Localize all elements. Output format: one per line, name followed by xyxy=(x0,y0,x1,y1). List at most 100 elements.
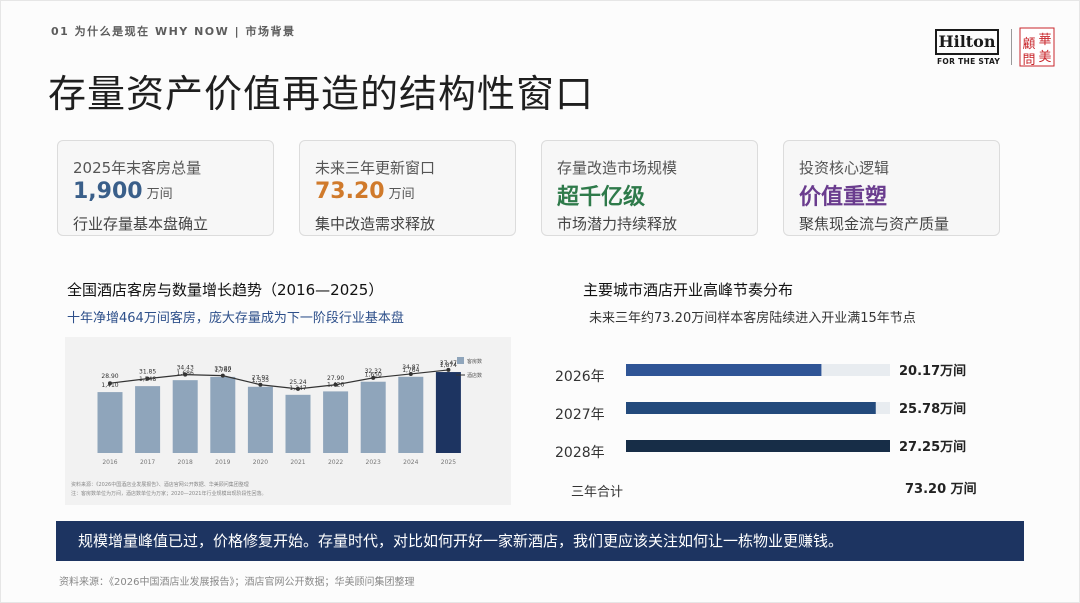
hotel-label-2022: 27.90 xyxy=(327,375,344,382)
hotel-label-2019: 33.80 xyxy=(214,366,231,373)
bar-rooms-2021 xyxy=(285,394,311,453)
hotel-point-2023 xyxy=(371,375,376,380)
bar-rooms-2018 xyxy=(172,380,198,453)
chart-note-source: 资料来源：《2026中国酒店业发展报告》、酒店官网公开数据、华美顾问集团整理 xyxy=(71,481,249,488)
kpi-value: 73.20 万间 xyxy=(315,179,415,204)
hotel-point-2022 xyxy=(333,382,338,387)
kpi-number: 73.20 xyxy=(315,179,385,204)
bar-rooms-2020 xyxy=(247,386,273,453)
hotel-point-2020 xyxy=(258,382,263,387)
bar-rooms-2019 xyxy=(210,376,236,453)
hilton-tagline: FOR THE STAY xyxy=(937,57,1001,66)
bar-2028年 xyxy=(626,440,890,452)
kpi-number: 价值重塑 xyxy=(799,185,888,210)
kpi-subtext: 行业存量基本盘确立 xyxy=(73,215,209,233)
bar-rooms-2016 xyxy=(97,392,123,453)
hotel-label-2025: 37.47 xyxy=(440,360,457,367)
kpi-card-room-total: 2025年末客房总量 1,900 万间 行业存量基本盘确立 xyxy=(57,140,274,236)
total-value: 73.20 万间 xyxy=(905,481,977,497)
hilton-logo: Hilton xyxy=(935,29,999,55)
legend-label-hotels: 酒店数 xyxy=(467,372,482,379)
kpi-label: 2025年末客房总量 xyxy=(73,159,202,177)
bar-label-2016: 1,410 xyxy=(101,382,118,389)
kpi-value: 价值重塑 xyxy=(799,179,887,211)
value-label-2028年: 27.25万间 xyxy=(899,439,966,455)
page-title: 存量资产价值再造的结构性窗口 xyxy=(48,72,595,116)
x-tick-2025: 2025 xyxy=(441,459,456,466)
logo-divider xyxy=(1011,29,1012,65)
kpi-card-renewal-window: 未来三年更新窗口 73.20 万间 集中改造需求释放 xyxy=(299,140,516,236)
brand-logos: Hilton FOR THE STAY 華 顧 美 問 xyxy=(935,27,1055,69)
legend-swatch-rooms xyxy=(457,357,464,364)
y-label-2028年: 2028年 xyxy=(555,445,605,461)
hotel-count-line xyxy=(109,369,449,390)
room-trend-chart: 1,41020161,54820171,68620181,76220191,53… xyxy=(65,337,511,505)
bar-rooms-2023 xyxy=(360,381,386,453)
legend-label-rooms: 客房数 xyxy=(467,358,482,365)
hotel-point-2021 xyxy=(296,386,300,391)
hotel-point-2017 xyxy=(145,376,150,381)
kpi-card-investment-logic: 投资核心逻辑 价值重塑 聚焦现金流与资产质量 xyxy=(783,140,1000,236)
svg-text:美: 美 xyxy=(1038,50,1051,65)
hotel-point-2019 xyxy=(220,373,225,378)
hotel-label-2023: 32.32 xyxy=(365,368,382,375)
hotel-point-2025 xyxy=(446,367,451,372)
huamei-seal-logo: 華 顧 美 問 xyxy=(1019,27,1055,67)
x-tick-2019: 2019 xyxy=(215,459,230,466)
x-tick-2024: 2024 xyxy=(403,459,418,466)
bar-rooms-2017 xyxy=(135,386,161,453)
hotel-point-2018 xyxy=(183,372,188,377)
x-tick-2016: 2016 xyxy=(102,459,117,466)
hotel-label-2024: 34.87 xyxy=(402,364,419,371)
kpi-unit: 万间 xyxy=(146,187,173,202)
y-label-2026年: 2026年 xyxy=(555,369,605,385)
hotel-label-2020: 27.92 xyxy=(252,375,269,382)
kpi-value: 1,900 万间 xyxy=(73,179,173,204)
kpi-card-market-size: 存量改造市场规模 超千亿级 市场潜力持续释放 xyxy=(541,140,758,236)
hotel-label-2018: 34.43 xyxy=(177,365,194,372)
left-chart-title: 全国酒店客房与数量增长趋势（2016—2025） xyxy=(67,281,384,299)
bar-label-2019: 1,762 xyxy=(214,367,231,374)
x-tick-2023: 2023 xyxy=(366,459,381,466)
x-tick-2018: 2018 xyxy=(178,459,193,466)
hotel-point-2016 xyxy=(108,381,112,386)
kpi-label: 未来三年更新窗口 xyxy=(315,159,436,177)
bar-label-2024: 1,764 xyxy=(402,367,419,374)
kpi-number: 超千亿级 xyxy=(557,185,646,210)
bar-label-2020: 1,533 xyxy=(252,377,269,384)
x-tick-2022: 2022 xyxy=(328,459,343,466)
opening-peak-chart-svg: 2026年 20.17万间 2027年 25.78万间 2028年 27.25万间 三年合… xyxy=(555,363,977,500)
kpi-value: 超千亿级 xyxy=(557,179,645,211)
opening-peak-chart: 2026年 20.17万间 2027年 25.78万间 2028年 27.25万间 三年合… xyxy=(546,346,986,506)
kpi-subtext: 市场潜力持续释放 xyxy=(557,215,678,233)
value-label-2027年: 25.78万间 xyxy=(899,401,966,417)
hotel-label-2016: 28.90 xyxy=(101,373,118,380)
bar-2026年 xyxy=(626,364,822,376)
breadcrumb: 01 为什么是现在 WHY NOW | 市场背景 xyxy=(51,25,296,38)
bar-label-2025: 1,874 xyxy=(440,362,457,369)
value-label-2026年: 20.17万间 xyxy=(899,363,966,379)
x-tick-2017: 2017 xyxy=(140,459,155,466)
bar-rooms-2022 xyxy=(323,391,349,453)
bar-rooms-2025 xyxy=(435,372,461,453)
right-chart-subtitle: 未来三年约73.20万间样本客房陆续进入开业满15年节点 xyxy=(589,311,916,326)
kpi-label: 存量改造市场规模 xyxy=(557,159,678,177)
svg-text:顧: 顧 xyxy=(1022,37,1035,52)
kpi-number: 1,900 xyxy=(73,179,143,204)
hotel-label-2017: 31.85 xyxy=(139,369,156,376)
bar-rooms-2024 xyxy=(398,376,424,453)
chart-note-units: 注：客房数单位为万间，酒店数单位为万家；2020—2021年行业规模出现阶段性回… xyxy=(71,490,266,497)
kpi-subtext: 集中改造需求释放 xyxy=(315,215,436,233)
kpi-unit: 万间 xyxy=(388,187,415,202)
left-chart-subtitle: 十年净增464万间客房，庞大存量成为下一阶段行业基本盘 xyxy=(67,311,404,326)
hotel-label-2021: 25.24 xyxy=(289,379,306,386)
kpi-label: 投资核心逻辑 xyxy=(799,159,890,177)
svg-text:問: 問 xyxy=(1022,53,1035,67)
hotel-point-2024 xyxy=(408,371,413,376)
svg-text:華: 華 xyxy=(1038,33,1051,48)
conclusion-banner: 规模增量峰值已过，价格修复开始。存量时代，对比如何开好一家新酒店，我们更应该关注… xyxy=(56,521,1024,561)
kpi-subtext: 聚焦现金流与资产质量 xyxy=(799,215,950,233)
x-tick-2021: 2021 xyxy=(290,459,305,466)
bar-label-2023: 1,650 xyxy=(365,372,382,379)
